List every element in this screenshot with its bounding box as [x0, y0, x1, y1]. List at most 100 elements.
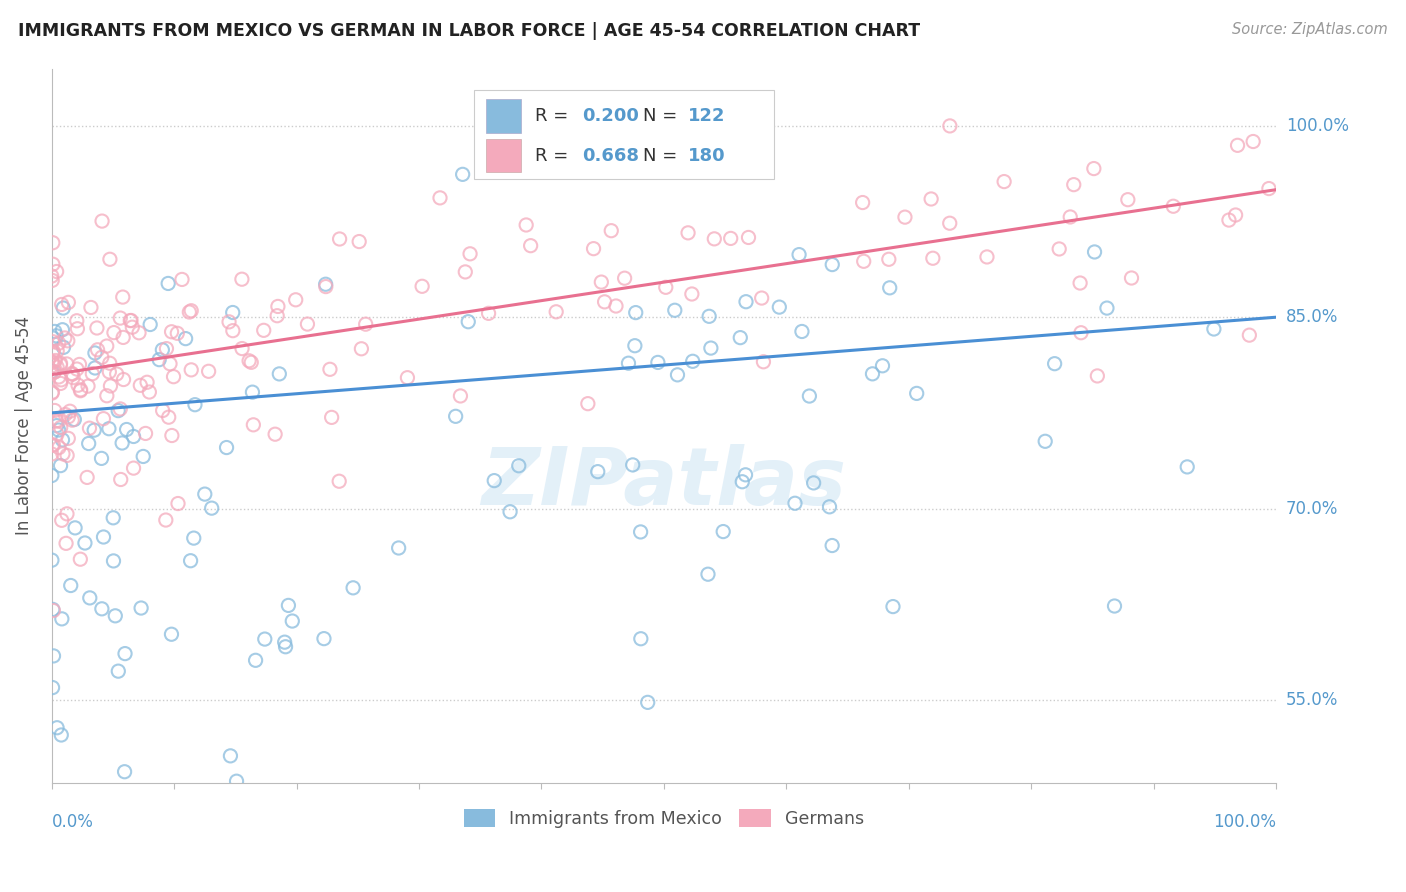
Point — [56, 449, 79, 463]
Point — [111, 290, 134, 304]
Point — [128, 326, 150, 340]
Point — [328, 475, 350, 489]
Text: 0.668: 0.668 — [582, 146, 638, 165]
Point — [91, 214, 114, 228]
Point — [76, 470, 98, 484]
Point — [1202, 322, 1225, 336]
Point — [1043, 357, 1066, 371]
Point — [155, 513, 177, 527]
Point — [240, 355, 263, 369]
Point — [877, 252, 900, 267]
Point — [939, 119, 962, 133]
Text: IMMIGRANTS FROM MEXICO VS GERMAN IN LABOR FORCE | AGE 45-54 CORRELATION CHART: IMMIGRANTS FROM MEXICO VS GERMAN IN LABO… — [18, 22, 921, 40]
Point — [1239, 328, 1261, 343]
Point — [66, 314, 89, 328]
Point — [48, 414, 70, 428]
Point — [852, 195, 875, 210]
Point — [231, 272, 253, 286]
Point — [46, 343, 69, 358]
Point — [58, 409, 80, 424]
Point — [266, 309, 288, 323]
Point — [274, 640, 297, 654]
Point — [63, 521, 86, 535]
Point — [66, 322, 89, 336]
Point — [112, 372, 135, 386]
Point — [783, 496, 806, 510]
Point — [197, 364, 219, 378]
Point — [42, 235, 65, 250]
Text: 0.200: 0.200 — [582, 107, 638, 125]
Point — [138, 384, 160, 399]
Point — [231, 342, 253, 356]
Point — [1069, 276, 1091, 290]
Point — [51, 323, 73, 337]
Point — [1059, 210, 1081, 224]
Point — [264, 427, 287, 442]
Point — [59, 404, 82, 418]
Point — [49, 420, 72, 434]
Point — [41, 355, 63, 369]
Point — [319, 362, 342, 376]
Point — [624, 305, 647, 319]
Text: 100.0%: 100.0% — [1286, 117, 1348, 135]
Point — [821, 539, 844, 553]
Text: 100.0%: 100.0% — [1213, 814, 1277, 831]
Point — [347, 235, 370, 249]
Point — [284, 293, 307, 307]
Point — [222, 305, 245, 319]
Point — [51, 728, 73, 742]
Point — [751, 291, 773, 305]
Point — [637, 695, 659, 709]
Point — [52, 447, 75, 461]
Point — [44, 325, 66, 339]
Point — [238, 353, 260, 368]
Point — [52, 301, 75, 315]
Point — [45, 414, 67, 428]
Point — [388, 541, 411, 555]
Point — [42, 603, 65, 617]
Point — [655, 280, 678, 294]
Point — [53, 331, 76, 345]
Text: N =: N = — [643, 146, 683, 165]
Point — [938, 216, 960, 230]
Point — [77, 436, 100, 450]
Point — [1083, 244, 1105, 259]
Point — [41, 789, 63, 803]
Point — [396, 370, 419, 384]
Point — [920, 192, 942, 206]
Point — [136, 376, 159, 390]
Point — [103, 510, 125, 524]
Point — [42, 257, 65, 271]
Point — [519, 238, 541, 252]
Point — [98, 356, 121, 370]
FancyBboxPatch shape — [474, 90, 775, 179]
Point — [120, 313, 142, 327]
Point — [42, 602, 65, 616]
Point — [576, 397, 599, 411]
Point — [882, 599, 904, 614]
Point — [1063, 178, 1085, 192]
Point — [150, 343, 173, 357]
Point — [803, 475, 825, 490]
Text: 85.0%: 85.0% — [1286, 309, 1339, 326]
Point — [582, 242, 605, 256]
Point — [51, 373, 73, 387]
Point — [55, 357, 77, 371]
Point — [993, 175, 1015, 189]
Text: R =: R = — [536, 107, 575, 125]
Text: 180: 180 — [689, 146, 725, 165]
Y-axis label: In Labor Force | Age 45-54: In Labor Force | Age 45-54 — [15, 316, 32, 535]
Point — [180, 363, 202, 377]
Point — [60, 367, 83, 381]
Point — [63, 412, 86, 426]
Text: N =: N = — [643, 107, 683, 125]
Point — [48, 423, 70, 437]
Point — [1161, 199, 1184, 213]
Point — [104, 608, 127, 623]
Point — [84, 361, 107, 376]
Point — [617, 356, 640, 370]
Point — [312, 632, 335, 646]
Point — [56, 507, 79, 521]
Point — [46, 360, 69, 375]
Point — [45, 264, 67, 278]
